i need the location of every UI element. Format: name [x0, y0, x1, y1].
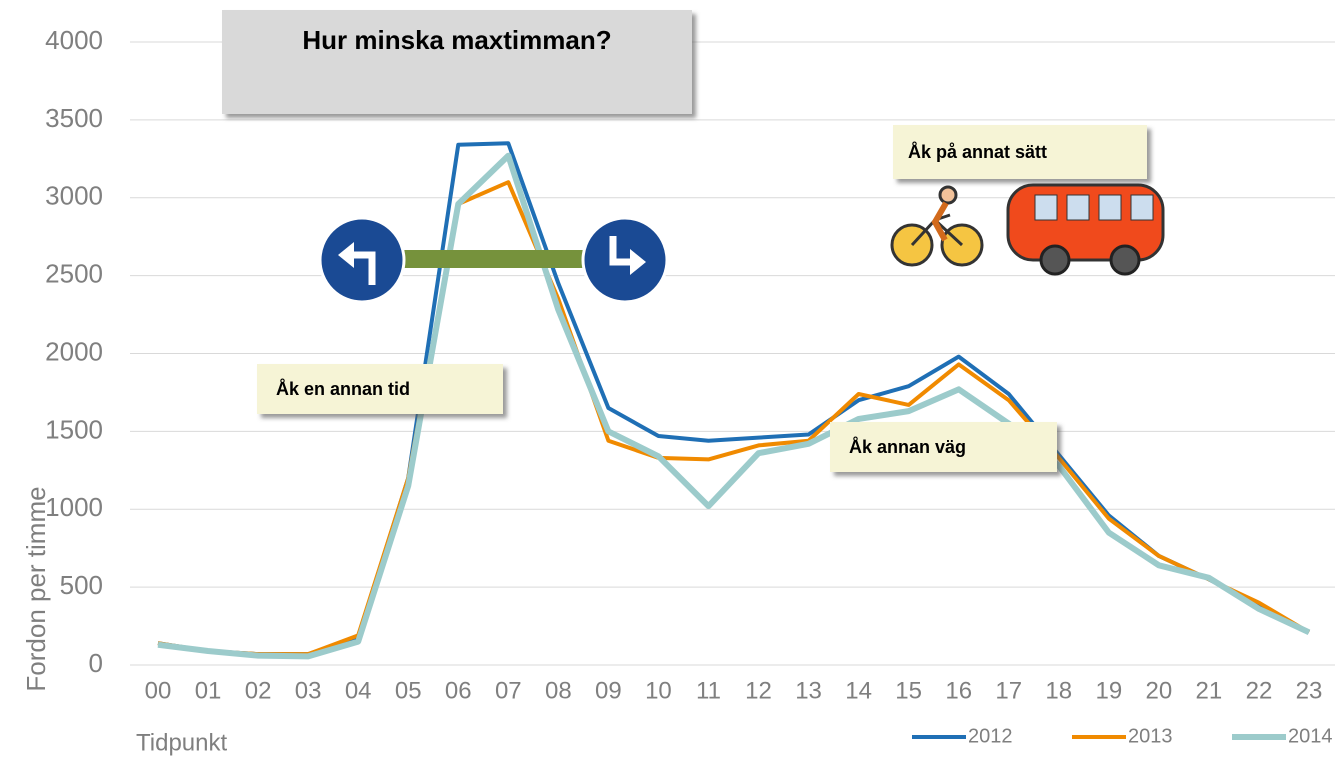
- x-tick-label: 21: [1196, 677, 1223, 704]
- y-tick-label: 3500: [45, 103, 103, 133]
- x-tick-label: 13: [795, 677, 822, 704]
- x-tick-label: 06: [445, 677, 472, 704]
- x-tick-label: 03: [295, 677, 322, 704]
- x-tick-label: 16: [945, 677, 972, 704]
- x-tick-label: 20: [1146, 677, 1173, 704]
- x-tick-label: 00: [145, 677, 172, 704]
- y-tick-label: 2500: [45, 259, 103, 289]
- y-tick-label: 500: [60, 570, 103, 600]
- x-tick-label: 08: [545, 677, 572, 704]
- legend-label: 2012: [968, 725, 1013, 747]
- legend-label: 2014: [1288, 725, 1333, 747]
- y-tick-label: 1500: [45, 414, 103, 444]
- annotation: Åk på annat sätt: [908, 142, 1047, 162]
- turn-sign: [583, 218, 667, 302]
- y-tick-label: 2000: [45, 336, 103, 366]
- y-tick-label: 4000: [45, 25, 103, 55]
- x-tick-label: 17: [995, 677, 1022, 704]
- y-tick-label: 3000: [45, 181, 103, 211]
- bus-icon: [1008, 185, 1163, 274]
- chart: 0 500 1000 1500 2000 2500 3000 3500 4000 00 01 02 03…: [0, 0, 1343, 761]
- x-tick-label: 11: [696, 677, 721, 704]
- chart-title: Hur minska maxtimman?: [302, 25, 611, 55]
- detour-bar: [398, 250, 588, 268]
- x-tick-label: 19: [1095, 677, 1122, 704]
- y-tick-label: 1000: [45, 492, 103, 522]
- x-tick-label: 14: [845, 677, 872, 704]
- x-tick-label: 07: [495, 677, 522, 704]
- annotation: Åk en annan tid: [276, 379, 410, 399]
- x-tick-label: 01: [195, 677, 222, 704]
- y-tick-label: 0: [89, 648, 103, 678]
- x-tick-label: 04: [345, 677, 372, 704]
- x-tick-label: 05: [395, 677, 422, 704]
- x-tick-label: 23: [1296, 677, 1323, 704]
- bicycle-icon: [892, 187, 982, 265]
- y-axis-label: Fordon per timme: [21, 486, 51, 691]
- x-tick-label: 22: [1246, 677, 1273, 704]
- x-tick-label: 10: [645, 677, 672, 704]
- x-tick-label: 02: [245, 677, 272, 704]
- x-tick-label: 12: [745, 677, 772, 704]
- x-axis-label: Tidpunkt: [136, 729, 227, 756]
- x-tick-label: 09: [595, 677, 622, 704]
- annotation: Åk annan väg: [849, 437, 966, 457]
- x-tick-label: 18: [1045, 677, 1072, 704]
- legend-label: 2013: [1128, 725, 1173, 747]
- turn-sign: [320, 218, 404, 302]
- x-tick-label: 15: [895, 677, 922, 704]
